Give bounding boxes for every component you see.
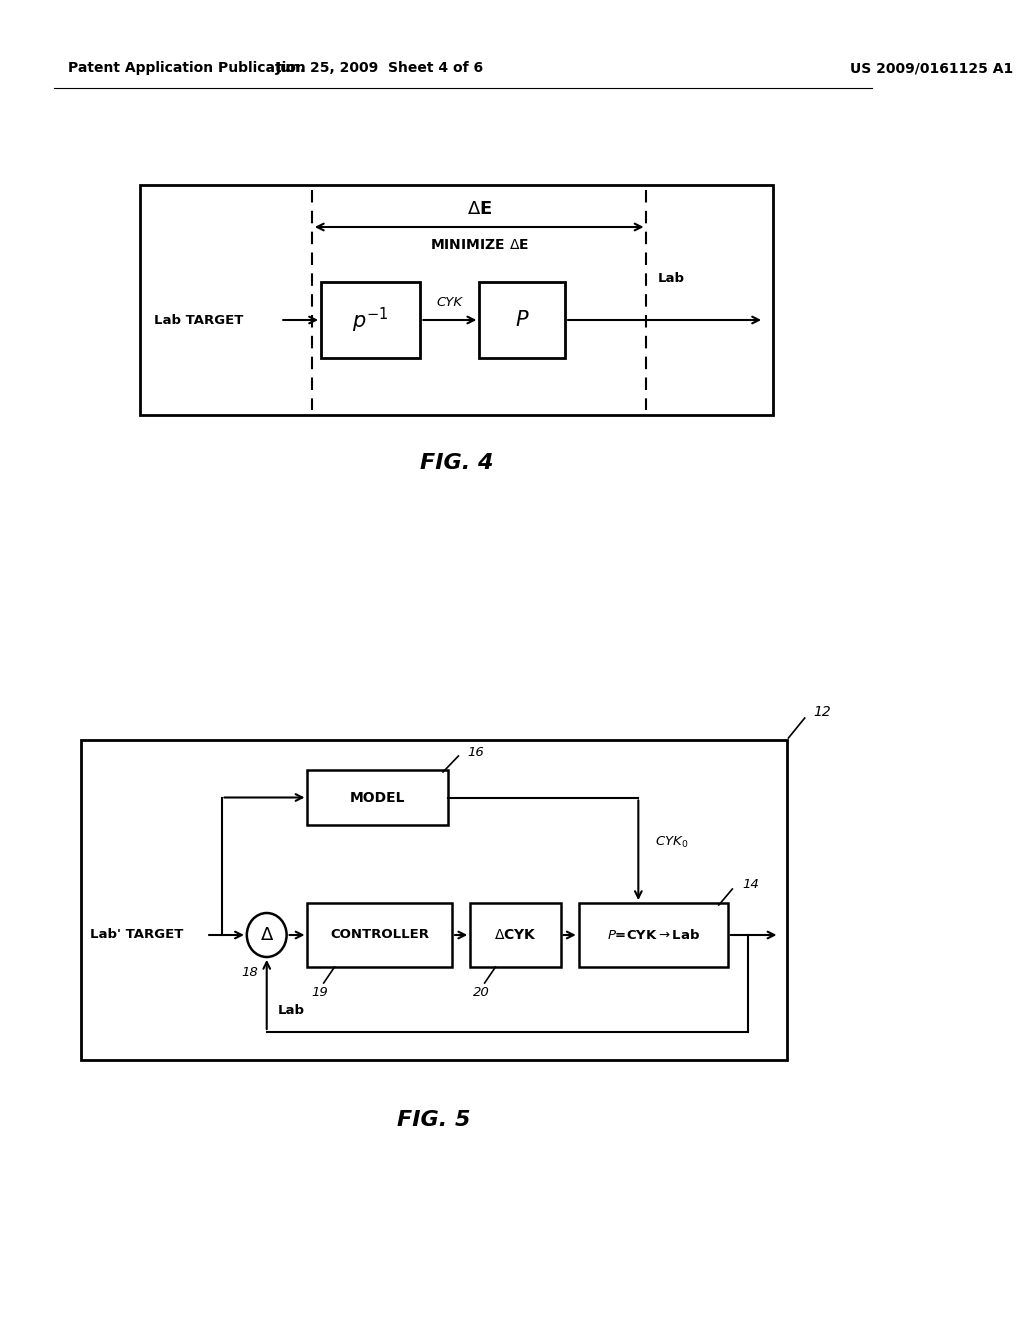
Bar: [81, 741, 786, 1060]
Bar: [307, 770, 447, 825]
Text: 20: 20: [473, 986, 489, 999]
Bar: [140, 185, 773, 414]
Text: CYK: CYK: [437, 296, 463, 309]
Text: $P$: $P$: [515, 310, 529, 330]
Text: $\Delta$: $\Delta$: [260, 927, 273, 944]
Bar: [579, 903, 728, 968]
Bar: [321, 282, 421, 358]
Text: FIG. 5: FIG. 5: [397, 1110, 471, 1130]
Text: 16: 16: [467, 746, 484, 759]
Text: Lab TARGET: Lab TARGET: [154, 314, 243, 326]
Text: 18: 18: [241, 966, 258, 979]
Text: $P$=CYK$\rightarrow$Lab: $P$=CYK$\rightarrow$Lab: [606, 928, 699, 942]
Text: CONTROLLER: CONTROLLER: [331, 928, 429, 941]
Text: 19: 19: [311, 986, 329, 999]
Text: 14: 14: [742, 879, 759, 891]
Text: $\Delta$CYK: $\Delta$CYK: [494, 928, 537, 942]
Bar: [307, 903, 452, 968]
Text: Lab: Lab: [278, 1003, 304, 1016]
Text: US 2009/0161125 A1: US 2009/0161125 A1: [850, 61, 1013, 75]
Bar: [479, 282, 565, 358]
Text: 12: 12: [814, 705, 831, 719]
Text: Lab: Lab: [657, 272, 684, 285]
Text: $\Delta$E: $\Delta$E: [467, 201, 492, 218]
Text: $p^{-1}$: $p^{-1}$: [352, 305, 389, 334]
Text: Patent Application Publication: Patent Application Publication: [68, 61, 305, 75]
Text: Jun. 25, 2009  Sheet 4 of 6: Jun. 25, 2009 Sheet 4 of 6: [275, 61, 483, 75]
Text: FIG. 4: FIG. 4: [420, 453, 494, 473]
Text: MINIMIZE $\Delta$E: MINIMIZE $\Delta$E: [430, 238, 528, 252]
Text: Lab' TARGET: Lab' TARGET: [90, 928, 183, 941]
Bar: [470, 903, 560, 968]
Text: CYK$_0$: CYK$_0$: [654, 836, 688, 850]
Text: MODEL: MODEL: [350, 791, 406, 804]
